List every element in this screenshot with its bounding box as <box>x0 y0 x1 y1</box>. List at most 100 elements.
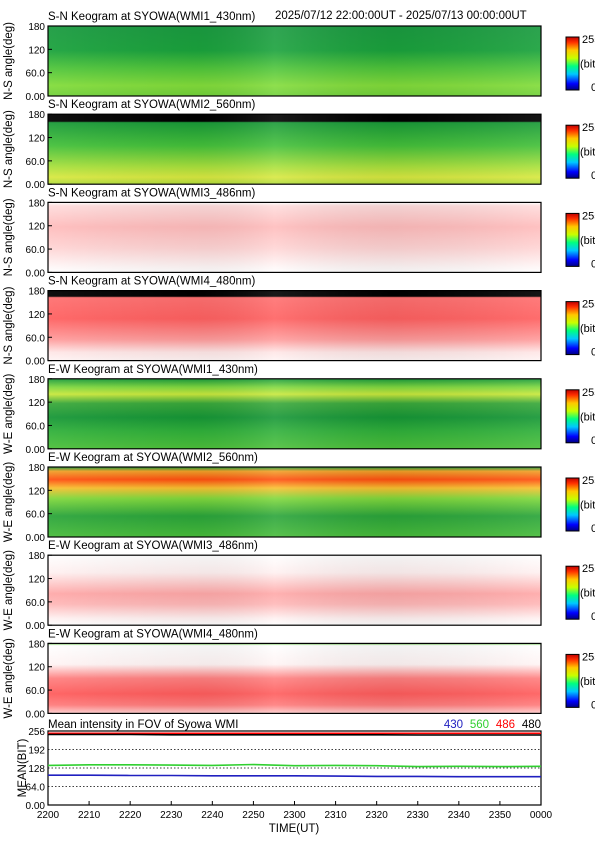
x-tick-label: 2310 <box>324 810 347 821</box>
y-tick-label: 60.0 <box>26 157 46 168</box>
colorbar-unit-label: (bit) <box>580 411 595 423</box>
legend-item-480: 480 <box>522 719 541 731</box>
keogram-panel-5: E-W Keogram at SYOWA(WMI1_430nm) 0.00 60.0… <box>3 364 595 456</box>
mean-y-tick-label: 256 <box>28 727 45 738</box>
colorbar <box>565 36 580 91</box>
keogram-texture <box>48 467 541 537</box>
time-range-header: 2025/07/12 22:00:00UT - 2025/07/13 00:00… <box>275 10 527 22</box>
legend-item-560: 560 <box>470 719 489 731</box>
legend-item-486: 486 <box>496 719 515 731</box>
keogram-frame <box>47 290 542 362</box>
keogram-title: E-W Keogram at SYOWA(WMI2_560nm) <box>48 452 258 464</box>
mean-intensity-panel: Mean intensity in FOV of Syowa WMI 48048… <box>17 719 553 835</box>
colorbar-max-label: 255 <box>582 299 595 311</box>
keogram-title: E-W Keogram at SYOWA(WMI3_486nm) <box>48 540 258 552</box>
keogram-panels: S-N Keogram at SYOWA(WMI1_430nm) 0.00 60.0… <box>3 11 595 720</box>
y-tick-label: 120 <box>28 486 45 497</box>
colorbar <box>565 565 580 620</box>
y-tick-label: 0.00 <box>26 268 46 279</box>
mean-series-430 <box>48 774 541 778</box>
mean-y-tick-label: 0.00 <box>26 801 46 812</box>
mean-y-tick-label: 128 <box>28 764 45 775</box>
keogram-title: E-W Keogram at SYOWA(WMI4_480nm) <box>48 628 258 640</box>
keogram-texture <box>48 202 541 273</box>
colorbar-unit-label: (bit) <box>580 59 595 71</box>
y-tick-label: 60.0 <box>26 598 46 609</box>
colorbar-unit-label: (bit) <box>580 323 595 335</box>
colorbar <box>565 653 580 708</box>
y-tick-label: 60.0 <box>26 245 46 256</box>
keogram-y-axis-label: W-E angle(deg) <box>3 550 15 630</box>
keogram-y-axis-label: N-S angle(deg) <box>3 22 15 100</box>
colorbar-unit-label: (bit) <box>580 588 595 600</box>
x-tick-label: 2350 <box>489 810 512 821</box>
y-tick-label: 60.0 <box>26 510 46 521</box>
keogram-y-axis-label: N-S angle(deg) <box>3 286 15 364</box>
y-tick-label: 0.00 <box>26 445 46 456</box>
keogram-panel-8: E-W Keogram at SYOWA(WMI4_480nm) 0.00 60.0… <box>3 628 595 720</box>
y-tick-label: 120 <box>28 398 45 409</box>
colorbar-max-label: 255 <box>582 475 595 487</box>
keogram-frame <box>47 25 542 97</box>
colorbar-unit-label: (bit) <box>580 147 595 159</box>
colorbar <box>565 477 580 532</box>
y-tick-label: 180 <box>28 463 45 474</box>
keogram-texture <box>48 290 541 361</box>
y-tick-label: 120 <box>28 134 45 145</box>
y-tick-label: 0.00 <box>26 180 46 191</box>
keogram-panel-1: S-N Keogram at SYOWA(WMI1_430nm) 0.00 60.0… <box>3 11 595 103</box>
keogram-frame <box>47 642 542 715</box>
x-tick-label: 2220 <box>119 810 142 821</box>
keogram-panel-7: E-W Keogram at SYOWA(WMI3_486nm) 0.00 60.0… <box>3 540 595 632</box>
keogram-panel-2: S-N Keogram at SYOWA(WMI2_560nm) 0.00 60.0… <box>3 99 595 191</box>
mean-series-480 <box>48 733 541 736</box>
colorbar-unit-label: (bit) <box>580 500 595 512</box>
y-tick-label: 180 <box>28 110 45 121</box>
colorbar-min-label: 0 <box>591 435 595 447</box>
keogram-y-axis-label: N-S angle(deg) <box>3 110 15 188</box>
colorbar <box>565 124 580 179</box>
colorbar-max-label: 255 <box>582 34 595 46</box>
keogram-y-axis-label: W-E angle(deg) <box>3 462 15 542</box>
mean-intensity-title: Mean intensity in FOV of Syowa WMI <box>48 719 238 731</box>
y-tick-label: 120 <box>28 222 45 233</box>
keogram-frame <box>47 466 542 538</box>
colorbar-min-label: 0 <box>591 611 595 623</box>
y-tick-label: 180 <box>28 287 45 298</box>
y-tick-label: 0.00 <box>26 621 46 632</box>
y-tick-label: 120 <box>28 663 45 674</box>
x-tick-label: 2250 <box>242 810 265 821</box>
colorbar-min-label: 0 <box>591 699 595 711</box>
x-tick-label: 2320 <box>366 810 389 821</box>
mean-legend: 480 486 560 430 <box>444 719 541 731</box>
keogram-title: S-N Keogram at SYOWA(WMI4_480nm) <box>48 276 255 288</box>
colorbar-max-label: 255 <box>582 122 595 134</box>
x-tick-label: 2200 <box>37 810 60 821</box>
y-tick-label: 0.00 <box>26 92 46 103</box>
mean-y-axis-label: MEAN(BIT) <box>17 738 29 797</box>
y-tick-label: 180 <box>28 375 45 386</box>
time-x-ticks: 2200 2210 2220 2230 2240 2250 2300 2310 2320 2330… <box>37 801 553 821</box>
colorbar-max-label: 255 <box>582 210 595 222</box>
y-tick-label: 0.00 <box>26 533 46 544</box>
keogram-frame <box>47 378 542 450</box>
keogram-y-axis-label: W-E angle(deg) <box>3 638 15 718</box>
y-tick-label: 60.0 <box>26 333 46 344</box>
legend-item-430: 430 <box>444 719 463 731</box>
y-tick-label: 180 <box>28 22 45 33</box>
time-x-axis-label: TIME(UT) <box>269 823 320 835</box>
keogram-y-axis-label: W-E angle(deg) <box>3 373 15 453</box>
x-tick-label: 2240 <box>201 810 224 821</box>
y-tick-label: 180 <box>28 198 45 209</box>
keogram-texture <box>48 114 541 185</box>
mean-y-tick-label: 64.0 <box>26 783 46 794</box>
keogram-title: S-N Keogram at SYOWA(WMI1_430nm) <box>48 11 255 23</box>
keogram-panel-6: E-W Keogram at SYOWA(WMI2_560nm) 0.00 60.0… <box>3 452 595 544</box>
colorbar-max-label: 255 <box>582 651 595 663</box>
y-tick-label: 180 <box>28 551 45 562</box>
y-tick-label: 60.0 <box>26 686 46 697</box>
y-tick-label: 0.00 <box>26 709 46 720</box>
colorbar-min-label: 0 <box>591 82 595 94</box>
mean-y-tick-label: 192 <box>28 746 45 757</box>
